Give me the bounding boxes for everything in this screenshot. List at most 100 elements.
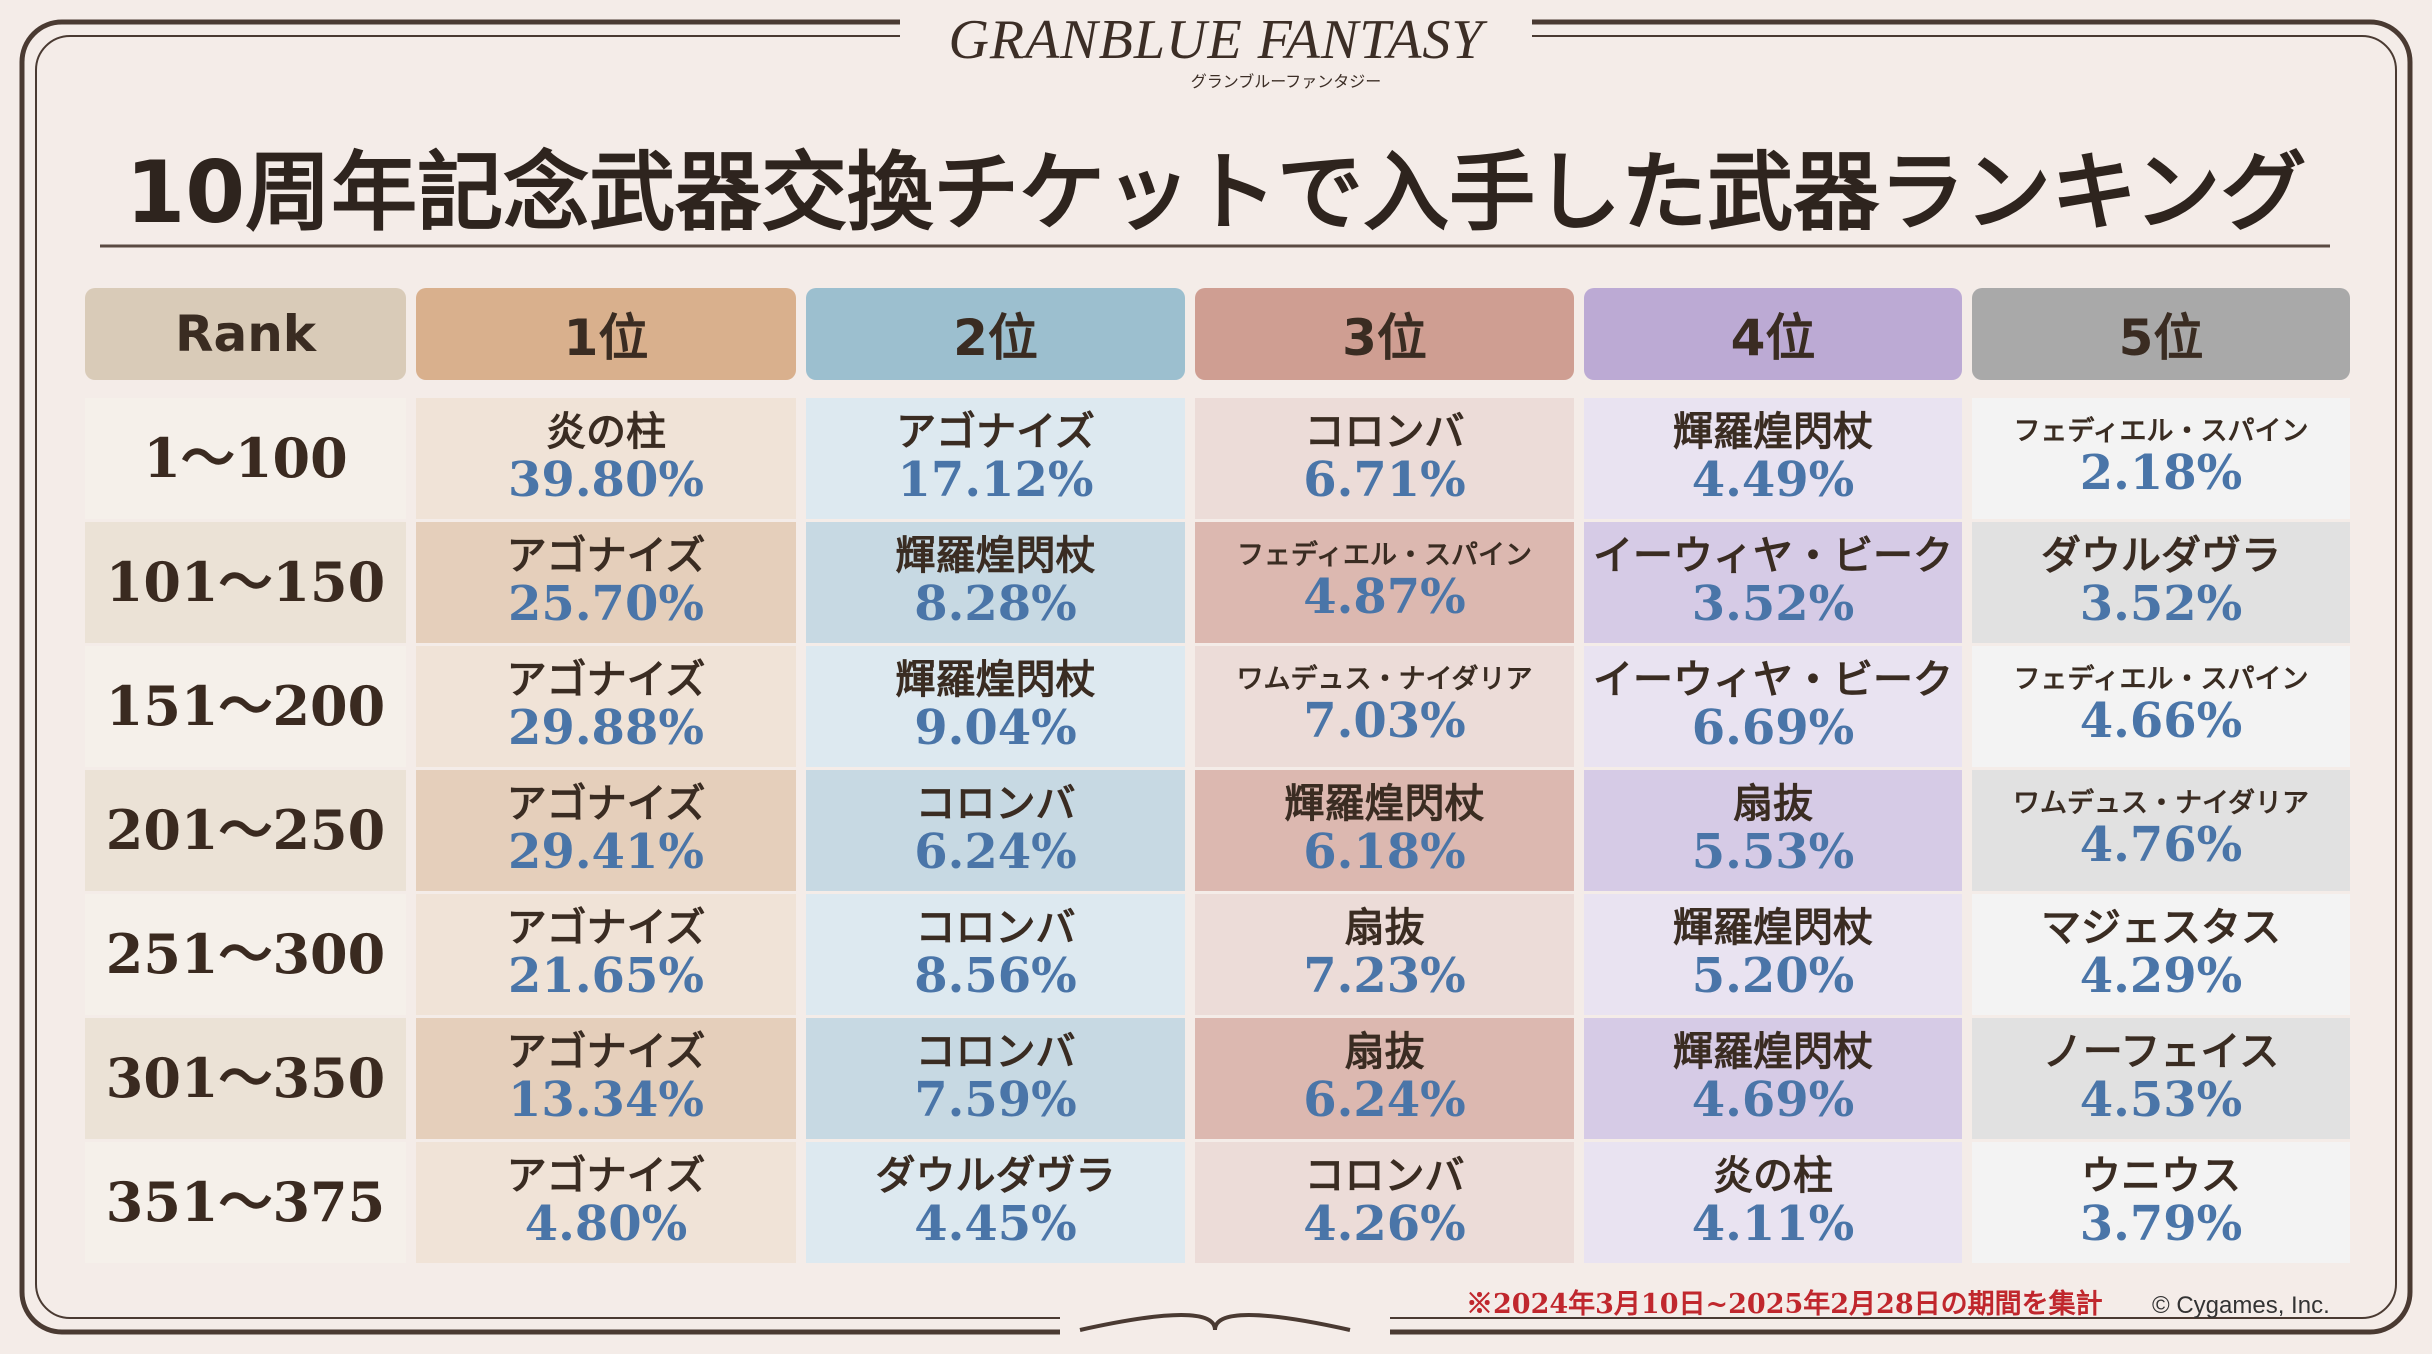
weapon-name: 炎の柱 [546,409,666,456]
copyright: © Cygames, Inc. [2152,1292,2330,1319]
weapon-name: アゴナイズ [506,781,706,828]
weapon-percent: 29.41% [508,824,704,881]
weapon-cell: フェディエル・スパイン 2.18% [1972,398,2350,519]
weapon-cell: 輝羅煌閃杖 6.18% [1195,770,1574,891]
rank-cell: 351～375 [85,1142,406,1263]
weapon-name: ノーフェイス [2042,1029,2280,1076]
weapon-name: コロンバ [915,781,1076,828]
weapon-percent: 7.03% [1303,692,1466,749]
weapon-percent: 9.04% [914,700,1077,757]
weapon-cell: イーウィヤ・ビーク 6.69% [1584,646,1962,767]
weapon-percent: 2.18% [2079,444,2243,501]
weapon-percent: 13.34% [508,1072,704,1129]
weapon-percent: 3.79% [2079,1196,2243,1253]
weapon-percent: 4.80% [524,1196,688,1253]
weapon-name: アゴナイズ [896,409,1095,456]
column-header: Rank [85,288,406,380]
weapon-percent: 8.28% [914,576,1077,633]
weapon-cell: アゴナイズ 21.65% [416,894,796,1015]
weapon-cell: コロンバ 4.26% [1195,1142,1574,1263]
rank-cell: 201～250 [85,770,406,891]
weapon-percent: 5.20% [1691,948,1855,1005]
weapon-percent: 8.56% [914,948,1077,1005]
weapon-cell: アゴナイズ 29.88% [416,646,796,767]
weapon-cell: アゴナイズ 25.70% [416,522,796,643]
weapon-percent: 6.71% [1303,452,1466,509]
rank-cell: 301～350 [85,1018,406,1139]
weapon-name: 輝羅煌閃杖 [1673,1029,1873,1076]
weapon-cell: 輝羅煌閃杖 5.20% [1584,894,1962,1015]
weapon-percent: 4.87% [1303,568,1466,625]
weapon-percent: 6.69% [1691,700,1855,757]
rank-label: 251～300 [105,921,386,986]
weapon-percent: 3.52% [1691,576,1855,633]
weapon-name: アゴナイズ [506,1029,706,1076]
weapon-cell: イーウィヤ・ビーク 3.52% [1584,522,1962,643]
rank-label: 351～375 [105,1169,386,1234]
weapon-cell: 扇抜 6.24% [1195,1018,1574,1139]
weapon-percent: 4.76% [2079,816,2243,873]
weapon-cell: アゴナイズ 29.41% [416,770,796,891]
weapon-cell: コロンバ 7.59% [806,1018,1185,1139]
weapon-name: フェディエル・スパイン [2013,664,2309,696]
weapon-name: ワムデュス・ナイダリア [1236,664,1533,696]
weapon-name: イーウィヤ・ビーク [1593,533,1953,580]
weapon-name: コロンバ [915,905,1076,952]
weapon-cell: ウニウス 3.79% [1972,1142,2350,1263]
weapon-name: マジェスタス [2041,905,2281,952]
weapon-cell: ワムデュス・ナイダリア 4.76% [1972,770,2350,891]
weapon-percent: 4.45% [914,1196,1077,1253]
rank-cell: 1～100 [85,398,406,519]
weapon-name: 輝羅煌閃杖 [1673,409,1873,456]
weapon-name: ダウルダヴラ [875,1153,1116,1200]
weapon-cell: アゴナイズ 4.80% [416,1142,796,1263]
weapon-name: 炎の柱 [1713,1153,1833,1200]
weapon-percent: 29.88% [508,700,704,757]
weapon-percent: 7.23% [1303,948,1466,1005]
weapon-name: ワムデュス・ナイダリア [2013,788,2309,820]
weapon-name: フェディエル・スパイン [1236,540,1533,572]
weapon-cell: ダウルダヴラ 3.52% [1972,522,2350,643]
weapon-percent: 6.18% [1303,824,1466,881]
weapon-cell: 輝羅煌閃杖 9.04% [806,646,1185,767]
footnote: ※2024年3月10日~2025年2月28日の期間を集計 [1466,1289,2103,1320]
weapon-percent: 6.24% [1303,1072,1466,1129]
column-header: 3位 [1195,288,1574,380]
weapon-cell: アゴナイズ 13.34% [416,1018,796,1139]
weapon-cell: 炎の柱 4.11% [1584,1142,1962,1263]
weapon-name: ウニウス [2081,1153,2241,1200]
weapon-percent: 7.59% [914,1072,1077,1129]
weapon-cell: 輝羅煌閃杖 4.69% [1584,1018,1962,1139]
weapon-cell: ノーフェイス 4.53% [1972,1018,2350,1139]
weapon-name: 輝羅煌閃杖 [895,533,1096,580]
weapon-cell: コロンバ 6.24% [806,770,1185,891]
weapon-cell: 扇抜 5.53% [1584,770,1962,891]
weapon-percent: 5.53% [1691,824,1855,881]
weapon-cell: フェディエル・スパイン 4.66% [1972,646,2350,767]
weapon-percent: 4.49% [1691,452,1855,509]
weapon-cell: 扇抜 7.23% [1195,894,1574,1015]
weapon-percent: 39.80% [508,452,704,509]
weapon-name: アゴナイズ [506,905,706,952]
weapon-percent: 21.65% [508,948,704,1005]
weapon-name: 扇抜 [1733,781,1813,828]
weapon-percent: 6.24% [914,824,1077,881]
weapon-name: コロンバ [1304,1153,1465,1200]
weapon-name: アゴナイズ [506,1153,706,1200]
ranking-table: Rank 1位 2位 3位 4位 5位 1～100 炎の柱 39.80% アゴナイズ 17.12% コ… [85,288,2350,1263]
weapon-name: 扇抜 [1344,905,1425,952]
weapon-name: 輝羅煌閃杖 [1673,905,1873,952]
weapon-percent: 4.11% [1691,1196,1855,1253]
rank-label: 151～200 [105,673,386,738]
weapon-cell: フェディエル・スパイン 4.87% [1195,522,1574,643]
rank-label: 1～100 [143,425,348,490]
weapon-name: 輝羅煌閃杖 [1284,781,1485,828]
column-header: 1位 [416,288,796,380]
weapon-name: アゴナイズ [506,533,706,580]
weapon-percent: 4.26% [1303,1196,1466,1253]
title: 10周年記念武器交換チケットで入手した武器ランキング [125,143,2307,243]
column-header: 5位 [1972,288,2350,380]
weapon-cell: 炎の柱 39.80% [416,398,796,519]
weapon-cell: ワムデュス・ナイダリア 7.03% [1195,646,1574,767]
